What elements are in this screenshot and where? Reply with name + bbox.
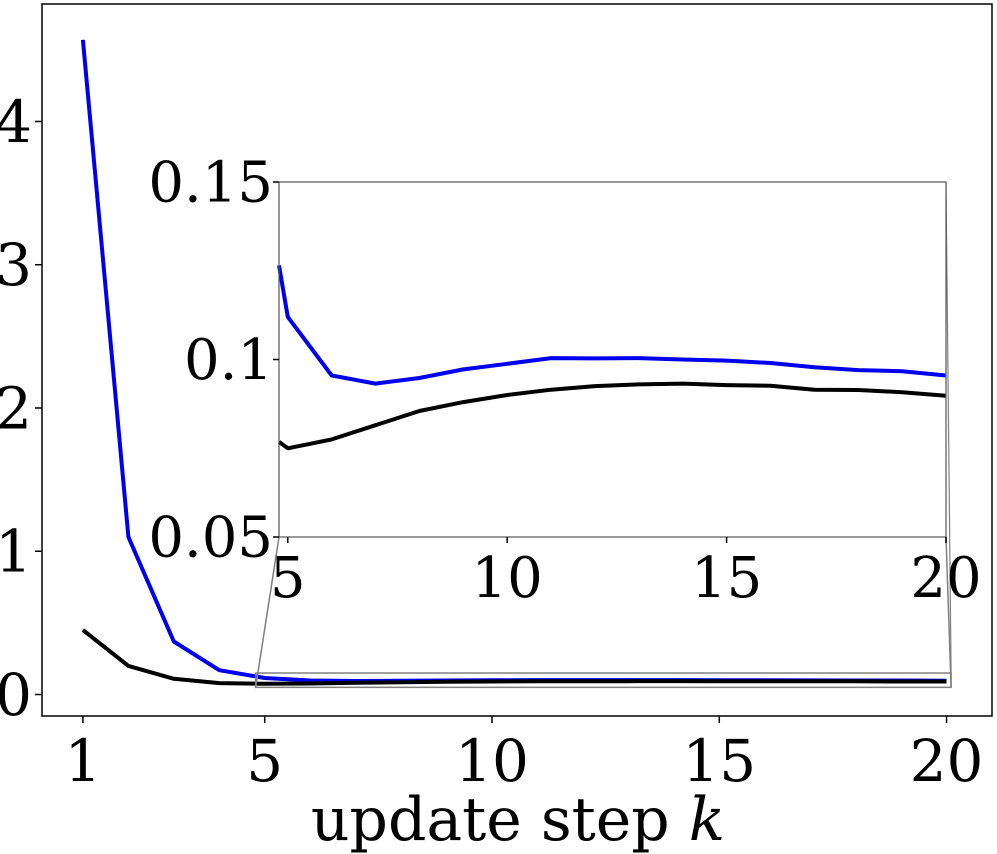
main-y-tick-label: 4 xyxy=(0,88,32,156)
inset-x-tick-label: 20 xyxy=(910,546,981,611)
zoom-connector-top xyxy=(945,181,952,674)
inset-y-tick-label: 0.1 xyxy=(184,328,273,393)
main-series-line-2 xyxy=(81,628,947,686)
main-x-tick-label: 10 xyxy=(455,727,529,795)
main-y-tick-label: 1 xyxy=(0,518,32,586)
x-axis-title-variable: k xyxy=(689,785,725,854)
inset-x-tick-label: 10 xyxy=(472,546,543,611)
zoom-connector-left xyxy=(254,536,280,688)
inset-series-line-2 xyxy=(277,381,947,451)
inset-plot: 5 10 15 20 0.05 0.1 0.15 xyxy=(148,151,981,611)
inset-y-tick-label: 0.05 xyxy=(148,506,273,571)
main-y-tick-label: 2 xyxy=(0,374,32,442)
main-x-tick-label: 5 xyxy=(246,727,283,795)
main-plot-frame xyxy=(41,3,993,717)
zoom-connector-right xyxy=(945,536,952,688)
inset-y-tick-label: 0.15 xyxy=(148,151,273,216)
inset-x-tick-label: 5 xyxy=(270,546,306,611)
main-x-tick-label: 15 xyxy=(682,727,756,795)
inset-series-line-1 xyxy=(277,265,947,386)
main-y-tick-label: 0 xyxy=(0,661,32,729)
main-x-tick-label: 20 xyxy=(910,727,984,795)
inset-x-tick-label: 15 xyxy=(691,546,762,611)
x-axis-title: update step k xyxy=(311,785,725,854)
main-y-tick-label: 3 xyxy=(0,231,32,299)
main-x-tick-label: 1 xyxy=(64,727,101,795)
x-axis-title-text: update step xyxy=(311,785,670,854)
